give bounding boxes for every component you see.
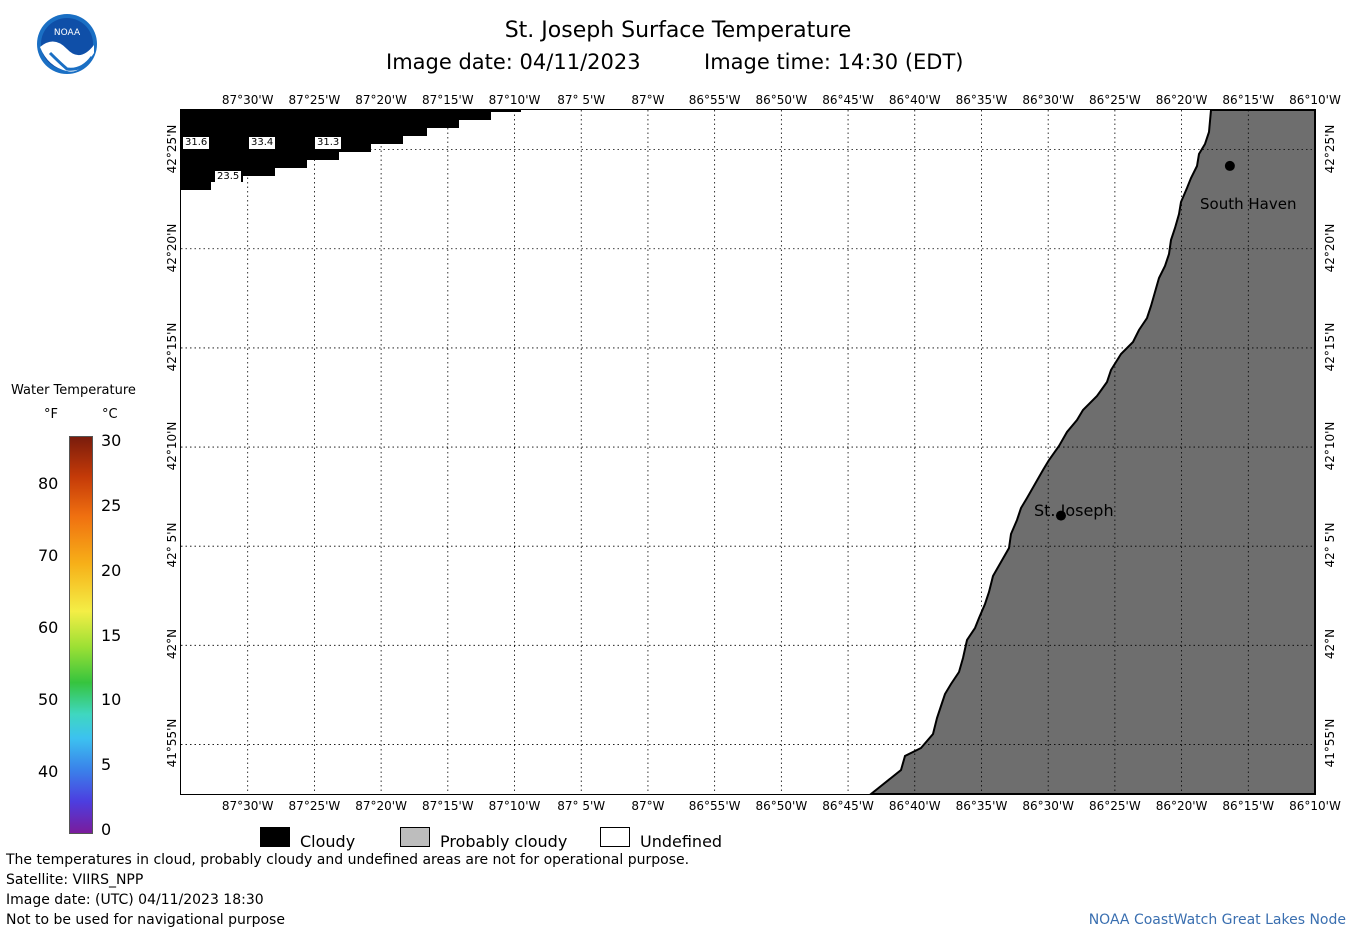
footer-satellite: Satellite: VIIRS_NPP (6, 872, 144, 888)
latitude-tick-label: 42°N (1323, 629, 1337, 660)
longitude-tick-label: 86°30'W (1022, 93, 1075, 107)
latitude-tick-label: 42°25'N (1323, 124, 1337, 174)
scale-c-tick-label: 5 (101, 755, 112, 775)
scale-f-tick-label: 70 (38, 546, 59, 566)
longitude-tick-label: 86°40'W (888, 93, 941, 107)
page-title: St. Joseph Surface Temperature (504, 18, 852, 43)
temperature-label: 23.5 (215, 171, 242, 183)
longitude-tick-label: 87°W (631, 799, 665, 813)
color-scale-title: Water Temperature (11, 383, 136, 398)
longitude-tick-label: 86°15'W (1222, 93, 1275, 107)
longitude-tick-label: 87° 5'W (557, 799, 606, 813)
longitude-tick-label: 87°25'W (288, 93, 341, 107)
longitude-tick-label: 86°35'W (955, 93, 1008, 107)
longitude-tick-label: 86°50'W (755, 799, 808, 813)
map-canvas (181, 110, 1315, 794)
legend-probably-cloudy-swatch (400, 827, 430, 847)
temperature-label: 31.3 (315, 137, 342, 149)
city-marker (1224, 160, 1235, 171)
legend-cloudy-label: Cloudy (300, 832, 356, 851)
longitude-tick-label: 86°45'W (822, 93, 874, 107)
longitude-tick-label: 86°35'W (955, 799, 1008, 813)
latitude-tick-label: 42°10'N (1323, 421, 1337, 471)
footer-utc-date: Image date: (UTC) 04/11/2023 18:30 (6, 892, 264, 908)
latitude-tick-label: 41°55'N (165, 719, 179, 768)
longitude-tick-label: 87°10'W (488, 93, 541, 107)
scale-f-tick-label: 50 (38, 690, 59, 710)
longitude-tick-label: 86°55'W (688, 799, 741, 813)
latitude-tick-label: 42° 5'N (1323, 522, 1337, 568)
longitude-tick-label: 86°10'W (1289, 93, 1341, 107)
footer-note: The temperatures in cloud, probably clou… (6, 852, 690, 868)
cloud-area (181, 110, 521, 190)
map-panel[interactable]: 31.6 33.4 31.3 23.5 South Haven St. Jose… (180, 109, 1316, 795)
latitude-tick-label: 42°20'N (1323, 223, 1337, 273)
scale-c-tick-label: 15 (101, 625, 122, 645)
latitude-tick-label: 42°15'N (1323, 322, 1337, 372)
longitude-tick-label: 86°45'W (822, 799, 874, 813)
longitude-tick-label: 86°20'W (1155, 799, 1208, 813)
latitude-tick-label: 42°15'N (165, 322, 179, 372)
logo-text: NOAA (54, 28, 81, 38)
map-grid (181, 110, 1315, 794)
longitude-tick-label: 87°20'W (355, 93, 407, 107)
longitude-tick-label: 86°55'W (688, 93, 741, 107)
longitude-tick-label: 86°50'W (755, 93, 808, 107)
color-scale-bar (69, 436, 93, 834)
image-time: Image time: 14:30 (EDT) (704, 50, 964, 74)
longitude-tick-label: 87° 5'W (557, 93, 606, 107)
scale-f-tick-label: 80 (38, 474, 59, 494)
city-label-south-haven: South Haven (1200, 195, 1297, 213)
longitude-tick-label: 87°15'W (421, 93, 474, 107)
land-area (869, 110, 1315, 794)
latitude-tick-label: 42°25'N (165, 124, 179, 174)
latitude-tick-label: 42°N (165, 629, 179, 660)
longitude-tick-label: 87°30'W (221, 93, 274, 107)
scale-c-tick-label: 0 (101, 820, 112, 839)
longitude-tick-label: 87°30'W (221, 799, 274, 813)
scale-c-tick-label: 25 (101, 495, 122, 515)
temperature-label: 33.4 (249, 137, 276, 149)
longitude-tick-label: 86°15'W (1222, 799, 1275, 813)
image-date: Image date: 04/11/2023 (386, 50, 641, 74)
longitude-tick-label: 87°25'W (288, 799, 341, 813)
footer-nav-warning: Not to be used for navigational purpose (6, 912, 285, 928)
longitude-tick-label: 87°10'W (488, 799, 541, 813)
longitude-tick-label: 86°20'W (1155, 93, 1208, 107)
city-label-st-joseph: St. Joseph (1034, 501, 1114, 520)
unit-fahrenheit: °F (44, 407, 58, 422)
longitude-tick-label: 87°20'W (355, 799, 407, 813)
city-marker (1055, 510, 1066, 521)
latitude-tick-label: 42° 5'N (165, 522, 179, 568)
longitude-tick-label: 86°40'W (888, 799, 941, 813)
latitude-tick-label: 42°20'N (165, 223, 179, 273)
credit-link[interactable]: NOAA CoastWatch Great Lakes Node (1088, 912, 1346, 928)
longitude-tick-label: 87°W (631, 93, 665, 107)
latitude-tick-label: 41°55'N (1323, 719, 1337, 768)
longitude-tick-label: 86°30'W (1022, 799, 1075, 813)
legend-undefined-swatch (600, 827, 630, 847)
scale-c-tick-label: 10 (101, 690, 122, 710)
longitude-tick-label: 87°15'W (421, 799, 474, 813)
noaa-logo: NOAA (36, 13, 98, 75)
legend-cloudy-swatch (260, 827, 290, 847)
legend-probably-cloudy-label: Probably cloudy (440, 832, 568, 851)
latitude-tick-label: 42°10'N (165, 421, 179, 471)
city-markers (1055, 160, 1235, 521)
scale-c-tick-label: 30 (101, 431, 122, 450)
temperature-label: 31.6 (183, 137, 210, 149)
longitude-tick-label: 86°10'W (1289, 799, 1341, 813)
longitude-tick-label: 86°25'W (1089, 799, 1141, 813)
scale-f-tick-label: 60 (38, 618, 59, 638)
longitude-tick-label: 86°25'W (1089, 93, 1141, 107)
legend-undefined-label: Undefined (640, 832, 723, 851)
scale-f-tick-label: 40 (38, 762, 59, 782)
unit-celsius: °C (102, 407, 118, 422)
scale-c-tick-label: 20 (101, 560, 122, 580)
